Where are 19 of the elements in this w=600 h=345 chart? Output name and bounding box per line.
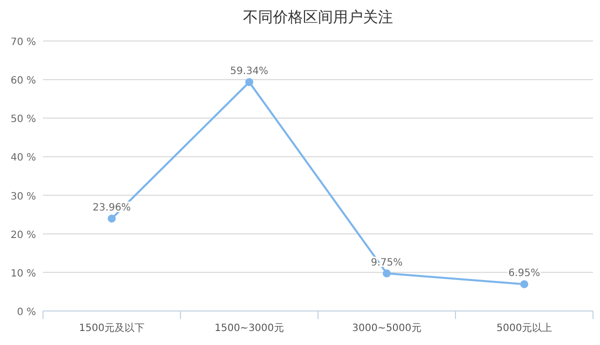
- x-tick-label: 1500~3000元: [214, 323, 284, 334]
- y-tick-label: 30 %: [10, 191, 36, 202]
- y-tick-label: 0 %: [16, 307, 36, 318]
- data-label: 59.34%: [230, 66, 268, 78]
- point: [520, 280, 528, 288]
- y-tick-label: 70 %: [10, 37, 36, 48]
- point: [108, 214, 116, 223]
- x-tick-label: 1500元及以下: [79, 322, 144, 334]
- y-tick-label: 40 %: [10, 152, 36, 164]
- point: [245, 78, 254, 86]
- y-tick-label: 50 %: [10, 114, 36, 126]
- point: [382, 269, 391, 278]
- y-tick-label: 60 %: [10, 76, 36, 87]
- y-tick-label: 10 %: [10, 268, 36, 280]
- x-tick-label: 5000元以上: [496, 322, 552, 334]
- y-tick-label: 20 %: [10, 230, 36, 241]
- data-label: 6.95%: [508, 268, 540, 280]
- chart-title: 不同价格区间用户关注: [243, 8, 393, 26]
- x-tick-label: 3000~5000元: [352, 323, 422, 334]
